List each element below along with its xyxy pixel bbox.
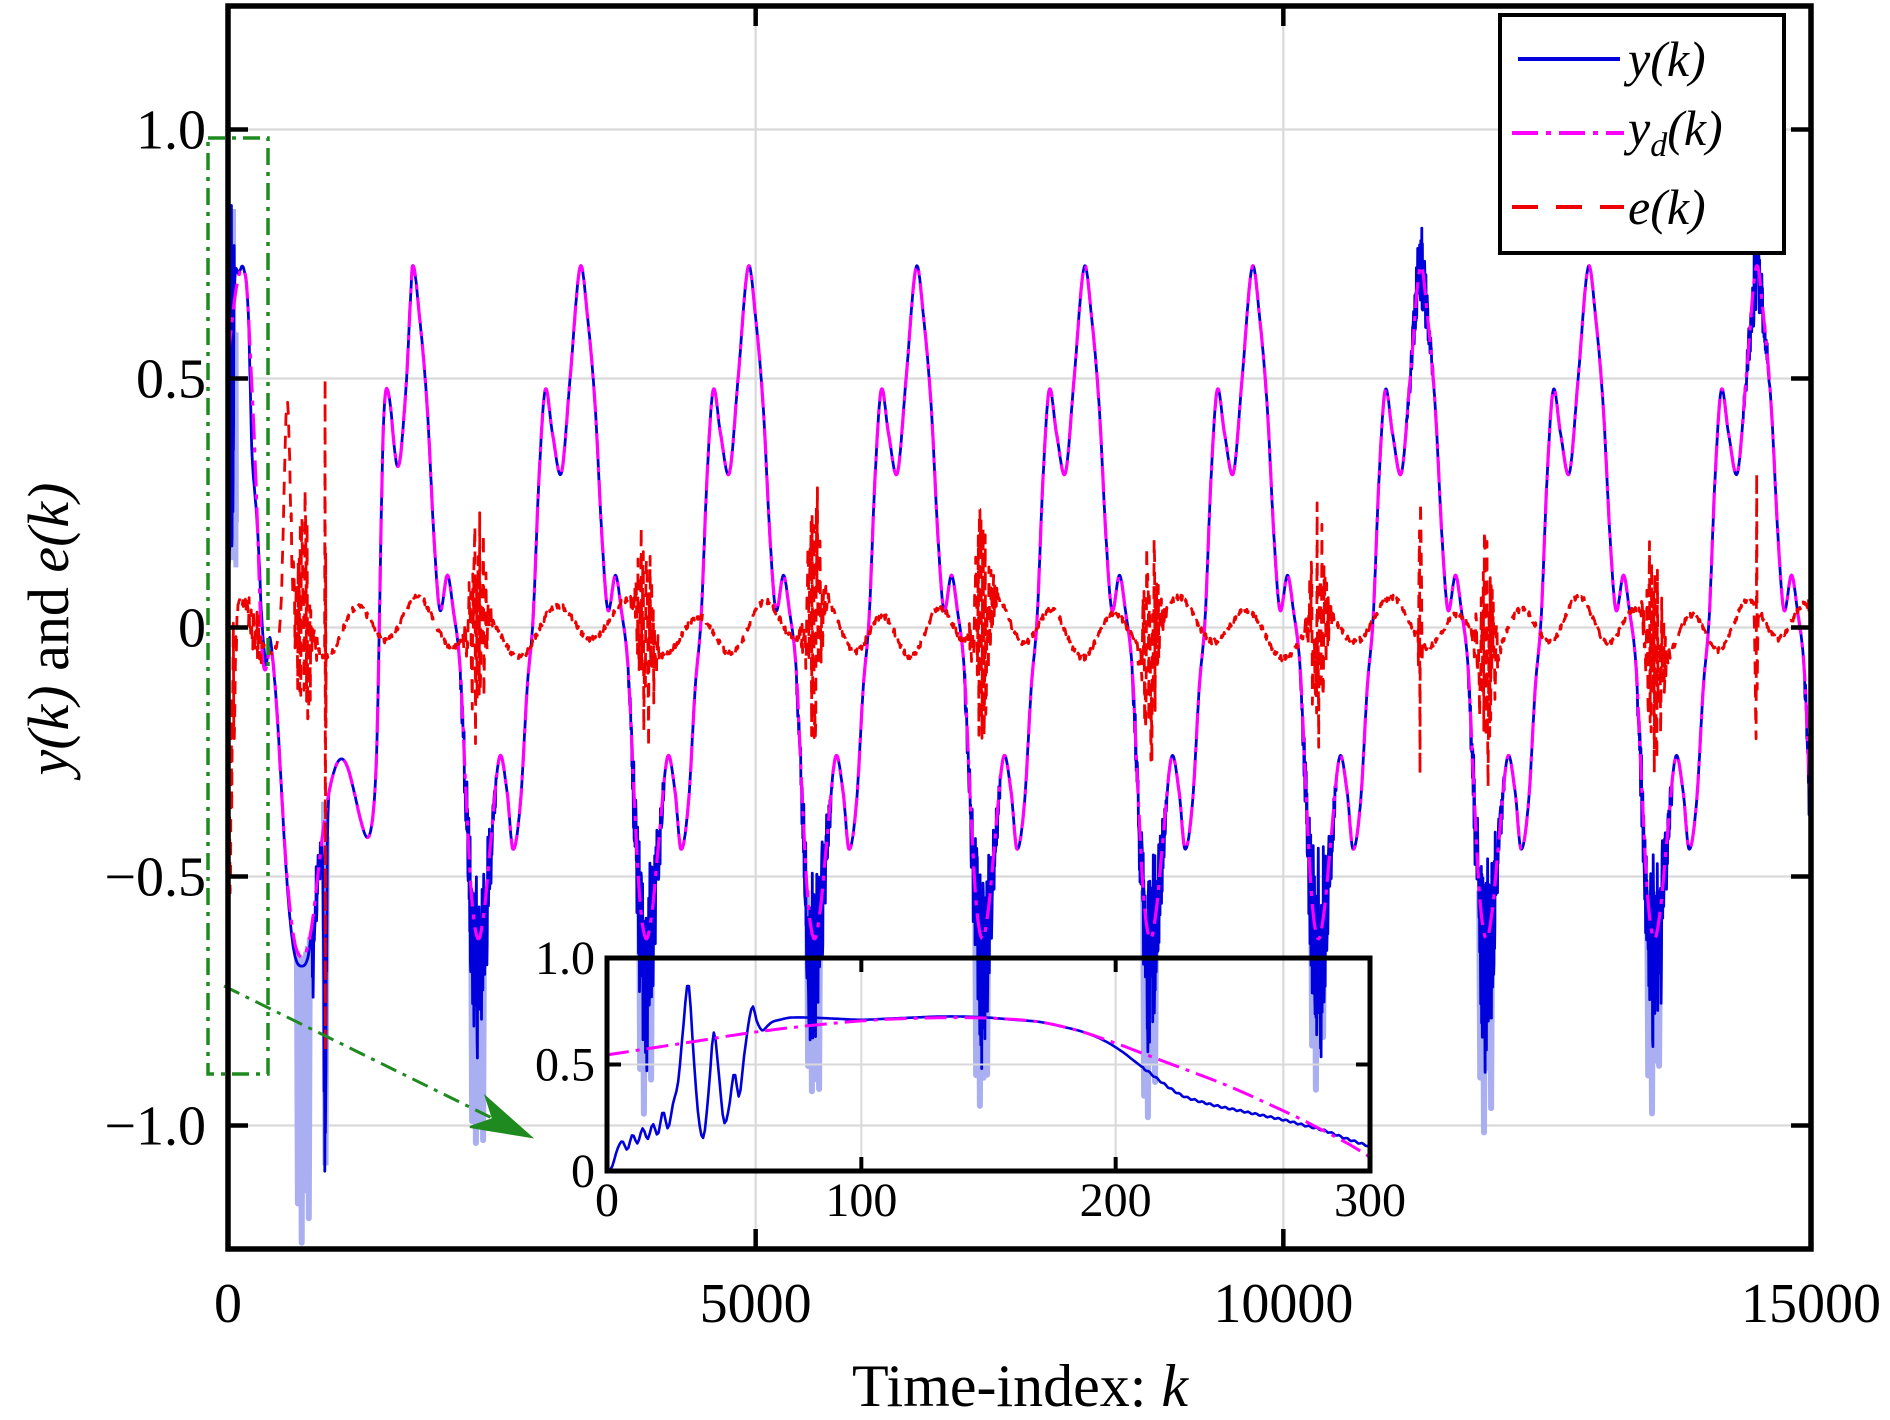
legend-item-y: y(k) — [1502, 23, 1782, 95]
y-axis-title: y(k) and e(k) — [15, 319, 82, 939]
y-tick-label: 1.0 — [136, 100, 206, 162]
inset-curves — [609, 984, 1368, 1169]
inset-y-tick-label: 0.5 — [535, 1039, 595, 1092]
x-tick-label: 15000 — [1741, 1273, 1881, 1335]
x-tick-label: 0 — [214, 1273, 242, 1335]
legend-item-e: e(k) — [1502, 171, 1782, 243]
main-axis-ticks — [225, 6, 1814, 1249]
series-yd-line — [230, 264, 1809, 959]
x-axis-title-text: Time-index: — [851, 1353, 1162, 1419]
annotation-layer — [206, 136, 535, 1139]
inset-y-tick-label: 0 — [571, 1145, 595, 1198]
legend-label-yd: y — [1628, 100, 1651, 156]
legend-item-yd: yd(k) — [1502, 97, 1782, 169]
y-tick-label: 0 — [178, 598, 206, 660]
y-axis-title-e-term: e(k) — [16, 482, 81, 573]
y-tick-label: 0.5 — [136, 349, 206, 411]
inset-x-tick-label: 200 — [1080, 1174, 1152, 1227]
zoom-arrow-line — [223, 984, 495, 1121]
series-e-line — [230, 377, 1809, 1053]
x-tick-label: 10000 — [1213, 1273, 1353, 1335]
zoom-arrow-head-icon — [469, 1093, 535, 1139]
legend-line-sample-solid — [1518, 57, 1620, 61]
y-tick-label: −0.5 — [104, 847, 206, 909]
legend-line-sample-dashdot — [1512, 131, 1624, 135]
x-axis-title-symbol: k — [1161, 1353, 1189, 1419]
inset-x-tick-label: 300 — [1334, 1174, 1406, 1227]
zoom-region-box — [206, 136, 270, 1076]
legend-label-y: y — [1628, 31, 1651, 87]
light-spike — [1815, 890, 1817, 1016]
y-axis-title-y-term: y(k) — [16, 685, 81, 776]
y-axis-title-and: and — [16, 572, 81, 686]
y-tick-label: −1.0 — [104, 1096, 206, 1158]
main-curves — [230, 204, 1817, 1246]
x-tick-label: 5000 — [700, 1273, 812, 1335]
inset-series-y-line — [609, 984, 1368, 1169]
inset-y-tick-label: 1.0 — [535, 932, 595, 985]
inset-series-yd-line — [609, 1016, 1368, 1158]
inset-plot: 0 100 200 300 0 0.5 1.0 — [535, 932, 1406, 1227]
legend-line-sample-dashed — [1512, 205, 1624, 209]
legend-label-e: e — [1628, 179, 1651, 235]
light-spike — [304, 937, 313, 1222]
series-y-line — [230, 204, 1809, 1173]
inset-x-tick-label: 0 — [595, 1174, 619, 1227]
legend-box: y(k) yd(k) e(k) — [1498, 13, 1786, 255]
inset-x-tick-label: 100 — [825, 1174, 897, 1227]
x-axis-title: Time-index: k — [710, 1352, 1330, 1420]
